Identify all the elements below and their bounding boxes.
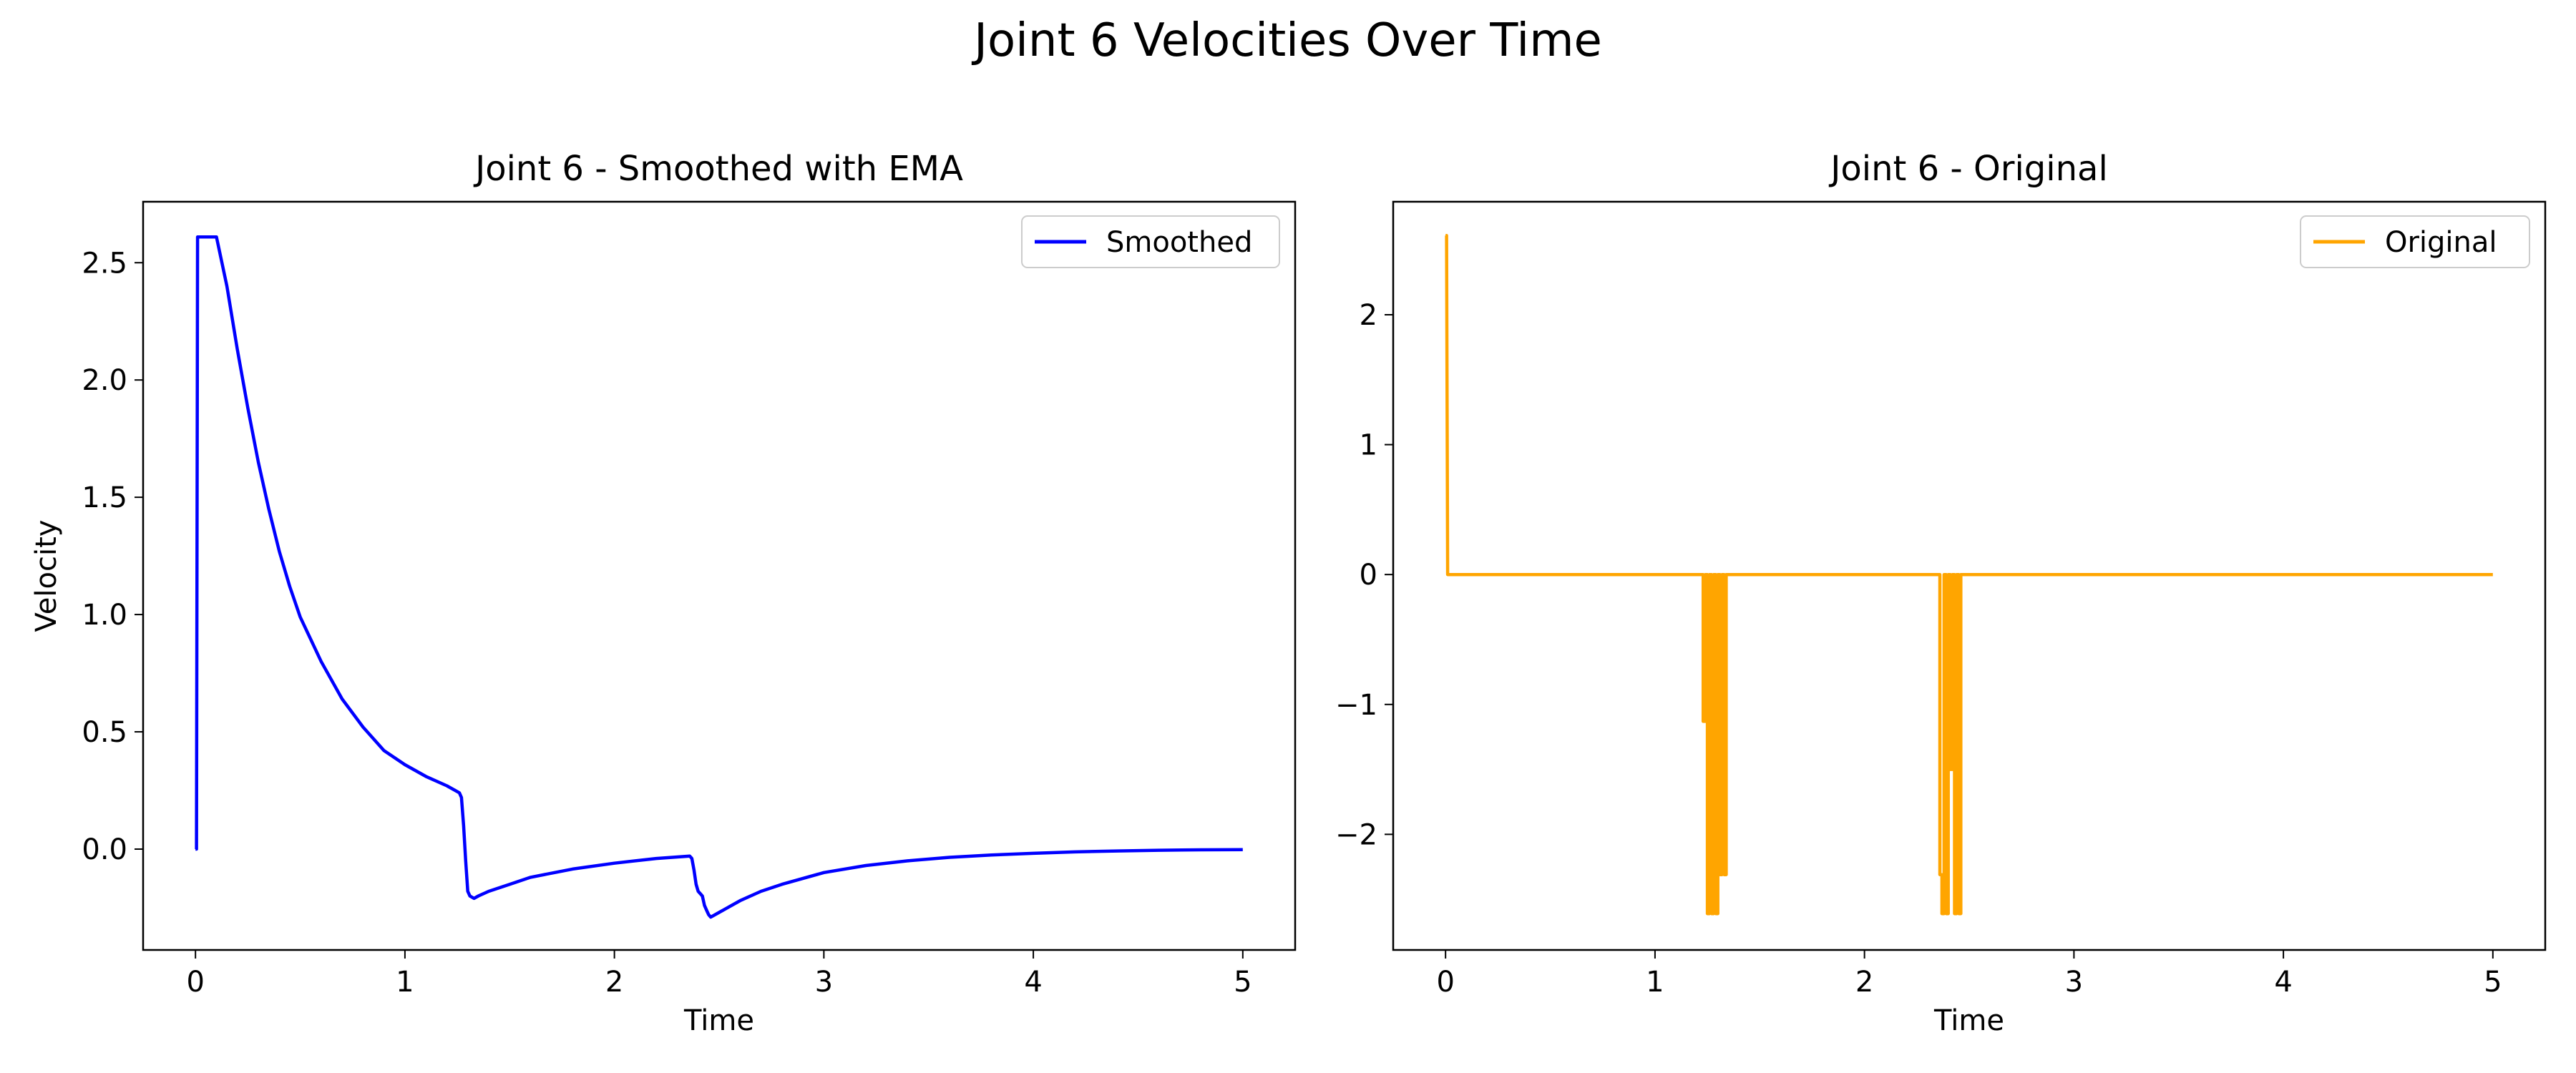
y-axis-label: Velocity (30, 520, 63, 632)
x-axis-label: Time (1933, 1004, 2004, 1037)
x-tick-label: 4 (1024, 966, 1042, 999)
x-tick-label: 0 (186, 966, 204, 999)
chart-title: Joint 6 - Smoothed with EMA (473, 149, 963, 189)
legend-frame (2300, 215, 2530, 268)
y-tick-label: 0.0 (82, 833, 127, 866)
y-tick-label: −1 (1335, 689, 1377, 722)
y-tick-label: 2.5 (82, 247, 127, 280)
x-axis-label: Time (683, 1004, 754, 1037)
x-tick-label: 0 (1436, 966, 1454, 999)
axes-frame (1392, 200, 2547, 951)
axes-frame (142, 200, 1297, 951)
y-tick-label: −2 (1335, 818, 1377, 851)
x-tick-label: 5 (1234, 966, 1252, 999)
chart-title: Joint 6 - Original (1828, 149, 2108, 189)
y-tick-label: 2.0 (82, 364, 127, 397)
y-tick-label: 1 (1360, 429, 1377, 462)
legend-frame (1021, 215, 1280, 268)
chart-panel-1: 0 1 2 3 4 5 0.0 0.5 1.0 1.5 2.0 2.5 Joint 6 - Smooth… (30, 149, 1297, 1037)
y-tick-label: 1.0 (82, 599, 127, 632)
series-line-1 (1445, 233, 2493, 916)
y-tick-label: 1.5 (82, 481, 127, 514)
legend: Original (2300, 215, 2530, 268)
x-tick-label: 3 (815, 966, 833, 999)
y-tick-label: 0.5 (82, 716, 127, 749)
legend-label: Smoothed (1106, 226, 1252, 259)
x-tick-label: 5 (2484, 966, 2502, 999)
x-tick-label: 4 (2274, 966, 2292, 999)
figure-title: Joint 6 Velocities Over Time (974, 14, 1602, 67)
y-tick-label: 0 (1360, 559, 1377, 592)
y-tick-label: 2 (1360, 299, 1377, 332)
x-tick-label: 2 (605, 966, 623, 999)
legend: Smoothed (1021, 215, 1280, 268)
legend-label: Original (2385, 226, 2497, 259)
series-line-1 (195, 235, 1243, 919)
x-tick-label: 1 (1646, 966, 1664, 999)
x-tick-label: 3 (2065, 966, 2083, 999)
x-tick-label: 2 (1855, 966, 1873, 999)
chart-panel-2: 0 1 2 3 4 5 −2 −1 0 1 2 Joint 6 - Original Time Origi… (1335, 149, 2547, 1037)
x-tick-label: 1 (396, 966, 414, 999)
